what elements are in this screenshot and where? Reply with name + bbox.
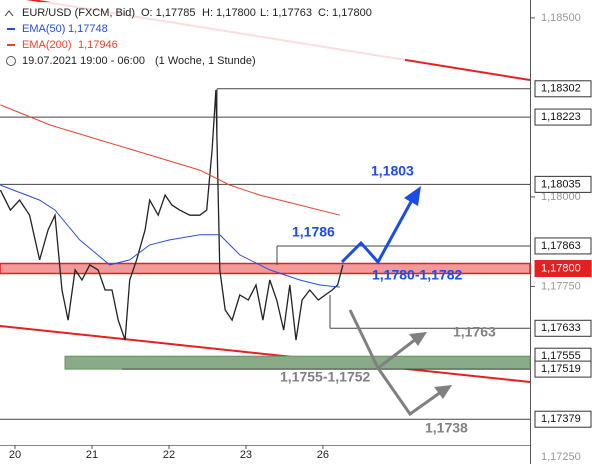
trend-line: [0, 325, 531, 383]
legend-label: EMA(200): [22, 39, 72, 51]
price-label-box: [534, 360, 592, 378]
y-tick-label: 1,18500: [541, 12, 581, 24]
annotation: 1,1780-1,1782: [372, 267, 463, 283]
legend-ohlc: H: 1,17800: [202, 7, 256, 19]
legend-ohlc: C: 1,17800: [318, 7, 372, 19]
clock-icon: [6, 56, 16, 66]
y-tick-label: 1,17750: [541, 280, 581, 292]
price-label: 1,17800: [541, 262, 581, 274]
price-label: 1,17633: [541, 322, 581, 334]
price-label-box: [534, 237, 592, 255]
annotation: 1,1803: [371, 163, 414, 179]
arrow: [340, 199, 414, 265]
legend-symbol: EUR/USD (FXCM, Bid): [22, 7, 135, 19]
ema-line: [0, 184, 340, 288]
x-tick-label: 23: [240, 449, 252, 461]
annotations: 1,1803 1,1786 1,1780-1,1782 1,1763 1,175…: [280, 163, 496, 436]
timeframe: (1 Woche, 1 Stunde): [155, 55, 256, 67]
support-zone: [64, 355, 531, 370]
legend-ohlc: L: 1,17763: [260, 7, 312, 19]
x-tick-label: 20: [9, 449, 21, 461]
price-label: 1,17379: [541, 413, 581, 425]
period: 19.07.2021 19:00 - 06:00: [22, 55, 145, 67]
arrowhead: [409, 332, 427, 346]
annotation: 1,1786: [292, 224, 335, 240]
price-label-box: [534, 319, 592, 337]
legend-label: EMA(50): [22, 23, 65, 35]
plot: [0, 89, 344, 341]
price-label: 1,18223: [541, 111, 581, 123]
price-label: 1,17519: [541, 363, 581, 375]
arrows: [340, 186, 452, 417]
resistance-zone: [0, 262, 531, 275]
legend: EUR/USD (FXCM, Bid) O: 1,17785 H: 1,1780…: [0, 2, 405, 70]
legend-value: 1,17748: [68, 23, 108, 35]
x-tick-label: 21: [86, 449, 98, 461]
price-label-box: [534, 410, 592, 428]
price-label-box: [534, 80, 592, 98]
price-label: 1,17863: [541, 240, 581, 252]
legend-icon: [4, 10, 14, 17]
levels: [0, 88, 531, 420]
price-line: [0, 89, 344, 341]
ema-line: [0, 104, 341, 216]
y-tick-label: 1,18000: [541, 191, 581, 203]
price-label: 1,18302: [541, 83, 581, 95]
price-label-box: [534, 260, 592, 277]
annotation: 1,1755-1,1752: [280, 369, 371, 385]
price-label: 1,17555: [541, 350, 581, 362]
arrow: [376, 367, 442, 417]
y-tick-label: 1,17250: [541, 451, 581, 463]
annotation: 1,1738: [425, 420, 468, 436]
price-label: 1,18035: [541, 178, 581, 190]
legend-ohlc: O: 1,17785: [141, 7, 195, 19]
x-tick-label: 22: [163, 449, 175, 461]
price-label-box: [534, 108, 592, 126]
annotation: 1,1763: [453, 324, 496, 340]
arrowhead: [434, 385, 452, 399]
legend-value: 1,17946: [78, 39, 118, 51]
price-label-box: [534, 175, 592, 193]
arrowhead: [404, 186, 421, 206]
legend-bg: [0, 2, 405, 70]
x-tick-label: 26: [317, 449, 329, 461]
